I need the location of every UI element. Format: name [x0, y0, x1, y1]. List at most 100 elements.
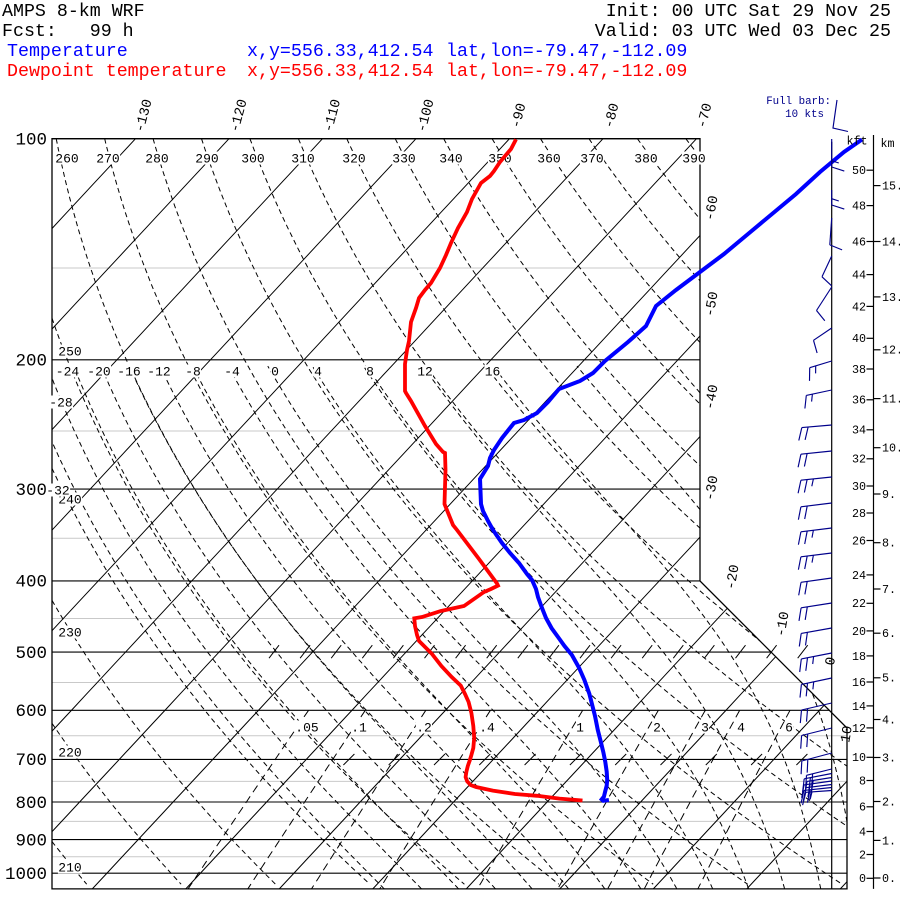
svg-text:6: 6 [859, 801, 866, 815]
svg-text:260: 260 [55, 151, 78, 166]
svg-text:340: 340 [439, 151, 462, 166]
svg-text:1000: 1000 [5, 865, 47, 885]
svg-text:4: 4 [737, 720, 745, 735]
svg-text:Valid: 03 UTC Wed 03 Dec 25: Valid: 03 UTC Wed 03 Dec 25 [595, 22, 891, 42]
svg-text:280: 280 [145, 151, 168, 166]
svg-text:14.: 14. [882, 235, 900, 249]
svg-text:-32: -32 [46, 483, 69, 498]
svg-text:34: 34 [852, 424, 866, 438]
svg-text:AMPS 8-km WRF: AMPS 8-km WRF [2, 2, 145, 22]
svg-text:15.: 15. [882, 179, 900, 193]
svg-text:12: 12 [852, 722, 866, 736]
svg-text:12.: 12. [882, 344, 900, 358]
svg-text:.2: .2 [416, 720, 432, 735]
svg-text:13.: 13. [882, 291, 900, 305]
svg-text:8.: 8. [882, 537, 896, 551]
svg-text:14: 14 [852, 700, 866, 714]
svg-text:Full barb:: Full barb: [766, 96, 831, 108]
svg-text:2: 2 [653, 720, 661, 735]
svg-text:10 kts: 10 kts [785, 109, 824, 121]
svg-text:4: 4 [859, 825, 866, 839]
svg-text:360: 360 [537, 151, 560, 166]
svg-text:x,y=556.33,412.54: x,y=556.33,412.54 [247, 42, 434, 62]
svg-text:40: 40 [852, 332, 866, 346]
svg-text:Fcst: 99 h: Fcst: 99 h [2, 22, 134, 42]
svg-text:-30: -30 [703, 474, 723, 502]
svg-text:1: 1 [576, 720, 584, 735]
svg-text:0: 0 [859, 872, 866, 886]
svg-text:8: 8 [366, 364, 374, 379]
svg-text:28: 28 [852, 507, 866, 521]
svg-text:230: 230 [58, 625, 81, 640]
svg-text:32: 32 [852, 453, 866, 467]
svg-text:1.: 1. [882, 834, 896, 848]
svg-text:5.: 5. [882, 672, 896, 686]
svg-text:210: 210 [58, 860, 81, 875]
svg-text:16: 16 [485, 364, 501, 379]
svg-text:10: 10 [852, 751, 866, 765]
svg-text:300: 300 [241, 151, 264, 166]
svg-text:6.: 6. [882, 627, 896, 641]
svg-text:.05: .05 [295, 720, 318, 735]
svg-text:km: km [881, 137, 895, 151]
svg-text:500: 500 [15, 644, 47, 664]
svg-text:lat,lon=-79.47,-112.09: lat,lon=-79.47,-112.09 [446, 42, 687, 62]
svg-text:4: 4 [314, 364, 322, 379]
svg-text:-16: -16 [117, 364, 140, 379]
svg-text:380: 380 [634, 151, 657, 166]
svg-text:22: 22 [852, 597, 866, 611]
svg-text:250: 250 [58, 344, 81, 359]
svg-text:600: 600 [15, 702, 47, 722]
svg-text:-80: -80 [602, 102, 624, 131]
svg-text:4.: 4. [882, 713, 896, 727]
svg-text:-40: -40 [703, 383, 723, 411]
svg-text:-12: -12 [147, 364, 170, 379]
svg-text:310: 310 [291, 151, 314, 166]
svg-text:700: 700 [15, 751, 47, 771]
svg-text:-70: -70 [695, 102, 717, 131]
svg-text:3.: 3. [882, 751, 896, 765]
svg-text:270: 270 [96, 151, 119, 166]
svg-text:10: 10 [838, 725, 857, 744]
svg-text:8: 8 [859, 774, 866, 788]
svg-text:0.: 0. [882, 872, 896, 886]
svg-text:kft: kft [846, 134, 867, 148]
svg-text:3: 3 [701, 720, 709, 735]
svg-text:lat,lon=-79.47,-112.09: lat,lon=-79.47,-112.09 [446, 62, 687, 82]
svg-text:-24: -24 [56, 364, 80, 379]
svg-text:900: 900 [15, 831, 47, 851]
svg-text:-50: -50 [703, 290, 723, 318]
svg-text:200: 200 [15, 352, 47, 372]
svg-text:390: 390 [682, 151, 705, 166]
svg-text:Dewpoint temperature: Dewpoint temperature [7, 62, 226, 82]
svg-text:320: 320 [342, 151, 365, 166]
svg-text:30: 30 [852, 480, 866, 494]
svg-text:44: 44 [852, 268, 866, 282]
svg-text:20: 20 [852, 625, 866, 639]
svg-text:0: 0 [271, 364, 279, 379]
svg-text:38: 38 [852, 363, 866, 377]
svg-text:6: 6 [785, 720, 793, 735]
svg-text:x,y=556.33,412.54: x,y=556.33,412.54 [247, 62, 434, 82]
svg-text:-4: -4 [224, 364, 240, 379]
svg-text:-60: -60 [703, 194, 723, 222]
svg-text:36: 36 [852, 394, 866, 408]
svg-text:2.: 2. [882, 795, 896, 809]
svg-text:Init: 00 UTC Sat 29 Nov 25: Init: 00 UTC Sat 29 Nov 25 [606, 2, 891, 22]
svg-text:11.: 11. [882, 392, 900, 406]
svg-text:2: 2 [859, 848, 866, 862]
svg-text:-20: -20 [724, 563, 744, 591]
svg-text:370: 370 [580, 151, 603, 166]
svg-text:9.: 9. [882, 488, 896, 502]
svg-text:400: 400 [15, 573, 47, 593]
svg-text:46: 46 [852, 235, 866, 249]
svg-text:290: 290 [195, 151, 218, 166]
svg-text:12: 12 [417, 364, 433, 379]
svg-text:220: 220 [58, 745, 81, 760]
svg-text:42: 42 [852, 300, 866, 314]
svg-text:300: 300 [15, 481, 47, 501]
svg-text:18: 18 [852, 650, 866, 664]
svg-text:100: 100 [15, 130, 47, 150]
svg-text:26: 26 [852, 534, 866, 548]
svg-text:.1: .1 [351, 720, 367, 735]
